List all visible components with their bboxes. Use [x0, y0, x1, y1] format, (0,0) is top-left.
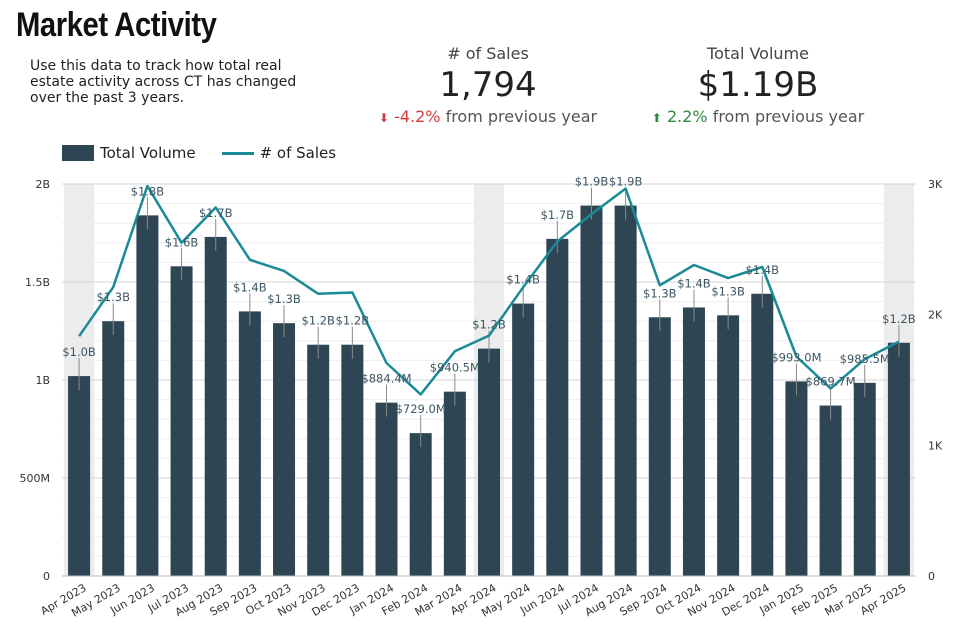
kpi-volume-value: $1.19B [697, 65, 819, 105]
chart-legend: Total Volume # of Sales [62, 144, 336, 162]
sales-line [78, 184, 900, 396]
volume-bar [170, 266, 193, 576]
kpi-sales-change-value: -4.2% [394, 107, 441, 126]
legend-line-label: # of Sales [259, 144, 337, 162]
volume-bar [443, 391, 466, 576]
legend-bar-swatch [62, 145, 94, 161]
left-axis-tick-label: 500M [20, 472, 51, 485]
volume-bar [307, 344, 330, 576]
volume-bar [102, 321, 125, 576]
volume-bar [819, 405, 842, 576]
volume-data-label: $1.2B [301, 314, 335, 328]
right-axis-tick-label: 0 [928, 570, 935, 583]
volume-data-label: $884.4M [361, 372, 411, 386]
volume-bar [375, 402, 398, 576]
volume-data-label: $1.2B [882, 312, 916, 326]
volume-data-label: $1.7B [199, 206, 233, 220]
volume-data-label: $1.9B [609, 175, 643, 189]
arrow-down-icon: ⬇ [378, 111, 389, 125]
volume-bar [341, 344, 364, 576]
volume-data-label: $1.3B [643, 286, 677, 300]
right-axis-tick-label: 2K [928, 309, 943, 322]
volume-bar [717, 315, 740, 576]
kpi-sales-change-suffix: from previous year [440, 107, 598, 126]
left-axis-tick-label: 1B [35, 374, 50, 387]
right-axis-tick-label: 3K [928, 178, 943, 191]
volume-data-label: $985.5M [840, 352, 890, 366]
volume-bar [409, 433, 432, 576]
volume-data-label: $1.4B [746, 263, 780, 277]
volume-data-label: $1.2B [472, 318, 506, 332]
volume-bar [853, 382, 876, 576]
kpi-volume-change: ⬆ 2.2% from previous year [628, 107, 888, 126]
volume-data-label: $1.3B [711, 284, 745, 298]
volume-data-label: $1.3B [267, 292, 301, 306]
kpi-volume-change-value: 2.2% [666, 107, 708, 126]
volume-data-label: $1.3B [96, 290, 130, 304]
left-axis-tick-label: 2B [35, 178, 50, 191]
volume-data-label: $993.0M [771, 350, 821, 364]
kpi-volume-label: Total Volume [707, 44, 809, 63]
volume-data-label: $869.7M [806, 375, 856, 389]
legend-line-swatch [221, 151, 254, 155]
volume-bar [580, 205, 603, 576]
volume-bar [785, 381, 808, 576]
kpi-volume-change-suffix: from previous year [707, 107, 865, 126]
arrow-up-icon: ⬆ [651, 111, 662, 125]
volume-bar [273, 323, 296, 576]
volume-bar [512, 303, 535, 576]
right-axis-tick-label: 1K [928, 439, 943, 452]
volume-data-label: $1.2B [336, 314, 370, 328]
left-axis-tick-label: 1.5B [25, 276, 50, 289]
volume-data-label: $729.0M [396, 402, 446, 416]
kpi-volume-card: Total Volume $1.19B ⬆ 2.2% from previous… [628, 44, 888, 126]
volume-bar [751, 293, 774, 576]
volume-bar [546, 238, 569, 576]
volume-bar [887, 342, 910, 576]
volume-data-label: $1.4B [233, 280, 267, 294]
volume-bar [682, 307, 705, 576]
kpi-sales-label: # of Sales [447, 44, 529, 63]
page-subtitle: Use this data to track how total real es… [30, 58, 297, 106]
volume-data-label: $1.6B [165, 235, 199, 249]
volume-data-label: $1.8B [131, 184, 165, 198]
volume-data-label: $1.4B [677, 276, 711, 290]
kpi-sales-change: ⬇ -4.2% from previous year [358, 107, 618, 126]
volume-data-label: $940.5M [430, 361, 480, 375]
volume-data-label: $1.4B [506, 273, 540, 287]
legend-bar-label: Total Volume [100, 144, 196, 162]
volume-bar [204, 236, 227, 577]
volume-bar [648, 317, 671, 576]
volume-data-label: $1.7B [541, 208, 575, 222]
volume-bar [478, 348, 500, 576]
kpi-sales-card: # of Sales 1,794 ⬇ -4.2% from previous y… [358, 44, 618, 126]
volume-data-label: $1.9B [575, 175, 609, 189]
volume-bar [68, 376, 91, 576]
volume-data-label: $1.0B [62, 345, 96, 359]
kpi-sales-value: 1,794 [439, 65, 537, 105]
volume-bar [238, 311, 261, 576]
page-title: Market Activity [16, 6, 217, 44]
volume-bar [614, 205, 637, 576]
left-axis-tick-label: 0 [43, 570, 50, 583]
market-activity-chart: 0 500M 1B 1.5B 2B 0 1K 2K 3K $1.0B $1.3B $1.8B $1.6B… [20, 175, 943, 620]
volume-bar [136, 215, 159, 577]
